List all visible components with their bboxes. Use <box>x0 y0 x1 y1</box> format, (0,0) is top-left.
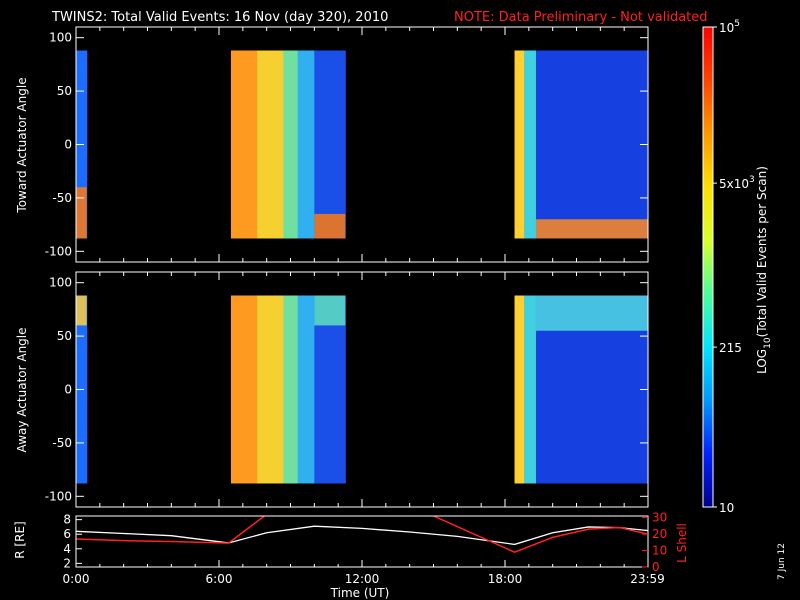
xtick-label: 0:00 <box>63 572 90 586</box>
heatmap-band <box>257 295 284 484</box>
ytick-label-left: 4 <box>63 542 71 556</box>
heatmap-band <box>283 50 299 239</box>
ytick-label: 100 <box>49 31 72 45</box>
ytick-label: 0 <box>64 138 72 152</box>
heatmap-band <box>514 295 525 484</box>
heatmap-band <box>314 50 346 239</box>
ytick-label: -50 <box>52 436 72 450</box>
heatmap-enhancement <box>76 295 87 326</box>
heatmap-band <box>230 50 258 239</box>
xtick-label: 6:00 <box>206 572 233 586</box>
colorbar-tick-label: 5x103 <box>719 175 755 191</box>
ylabel-away: Away Actuator Angle <box>15 327 29 452</box>
ytick-label-right: 0 <box>652 560 660 574</box>
ytick-label: 100 <box>49 276 72 290</box>
panel-toward-actuator: 100 50 0 -50 -100 <box>45 26 649 263</box>
heatmap-band <box>524 295 537 484</box>
xtick-label: 23:59 <box>630 572 665 586</box>
ytick-label-left: 8 <box>63 513 71 527</box>
ytick-label-right: 20 <box>652 527 667 541</box>
ytick-label: -100 <box>45 489 72 503</box>
colorbar-gradient <box>702 26 714 508</box>
colorbar: 105 5x103 215 10 <box>702 19 755 515</box>
lshell-series-line <box>76 516 265 544</box>
heatmap-band <box>514 50 525 239</box>
heatmap-band <box>535 50 649 239</box>
lshell-series-line <box>433 516 648 554</box>
ylabel-lshell: L Shell <box>675 523 689 563</box>
colorbar-label: LOG10(Total Valid Events per Scan) <box>755 166 773 374</box>
heatmap-enhancement <box>535 219 648 239</box>
heatmap-band <box>297 50 315 239</box>
heatmap-band <box>283 295 299 484</box>
ytick-label: 0 <box>64 383 72 397</box>
ytick-label-left: 6 <box>63 527 71 541</box>
heatmap-enhancement <box>535 295 648 331</box>
ylabel-radius: R [RE] <box>13 521 27 558</box>
heatmap-band <box>257 50 284 239</box>
xtick-label: 18:00 <box>488 572 523 586</box>
heatmap-band <box>314 295 346 484</box>
heatmap-band <box>230 295 258 484</box>
chart-title: TWINS2: Total Valid Events: 16 Nov (day … <box>51 10 388 25</box>
ytick-label: 50 <box>57 84 72 98</box>
colorbar-tick-label: 10 <box>719 501 734 515</box>
ytick-label: -100 <box>45 244 72 258</box>
date-stamp: 7 Jun 12 <box>777 543 787 580</box>
ytick-label-right: 10 <box>652 544 667 558</box>
heatmap-enhancement <box>314 295 346 326</box>
ylabel-toward: Toward Actuator Angle <box>15 77 29 213</box>
panel-away-actuator: 100 50 0 -50 -100 <box>45 271 649 508</box>
heatmap-band <box>524 50 537 239</box>
colorbar-tick-label: 105 <box>719 19 740 35</box>
ytick-label-right: 30 <box>652 511 667 525</box>
xtick-label: 12:00 <box>345 572 380 586</box>
heatmap-enhancement <box>76 187 87 239</box>
ytick-label: -50 <box>52 191 72 205</box>
ytick-label-left: 2 <box>63 556 71 570</box>
preliminary-note: NOTE: Data Preliminary - Not validated <box>454 10 708 25</box>
ytick-label: 50 <box>57 329 72 343</box>
radius-series-line <box>76 525 648 546</box>
heatmap-band <box>297 295 315 484</box>
xlabel-time: Time (UT) <box>330 586 390 600</box>
heatmap-enhancement <box>314 213 346 239</box>
colorbar-tick-label: 215 <box>719 341 742 355</box>
